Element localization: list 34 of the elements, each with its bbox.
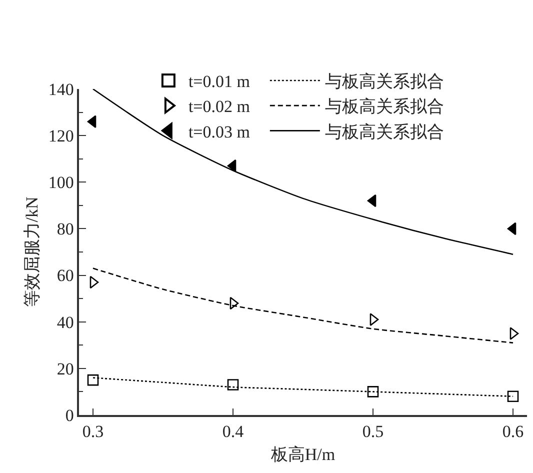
y-tick-label: 120 (48, 126, 74, 146)
legend-label: t=0.03 m (188, 122, 250, 142)
legend-label: 与板高关系拟合 (324, 72, 444, 92)
point (510, 327, 519, 340)
point (227, 379, 239, 390)
legend-label: 与板高关系拟合 (324, 97, 444, 116)
point (507, 222, 516, 236)
y-tick-label: 80 (56, 220, 74, 239)
legend-label: 与板高关系拟合 (324, 122, 444, 142)
y-tick-label: 100 (48, 173, 74, 192)
x-axis-title: 板高H/m (270, 445, 336, 464)
point (230, 296, 239, 310)
point (367, 194, 376, 208)
point (87, 374, 99, 386)
point (227, 159, 236, 172)
legend-label: t=0.02 m (188, 97, 250, 116)
x-tick-label: 0.4 (222, 422, 244, 442)
y-tick-label: 140 (48, 80, 74, 99)
y-axis-title: 等效屈服力/kN (22, 196, 42, 308)
line-series (92, 268, 514, 344)
point (370, 313, 379, 326)
y-tick-label: 60 (56, 266, 74, 286)
y-tick-label: 40 (56, 312, 74, 332)
line-series (92, 89, 514, 255)
x-tick-label: 0.6 (502, 422, 524, 442)
point (87, 115, 96, 128)
x-tick-label: 0.3 (82, 422, 104, 442)
point (367, 386, 379, 398)
y-tick-label: 20 (56, 359, 74, 378)
point (507, 390, 519, 402)
legend-label: t=0.01 m (188, 72, 250, 92)
x-tick-label: 0.5 (362, 422, 384, 442)
y-tick-label: 0 (65, 406, 74, 425)
point (90, 276, 99, 289)
